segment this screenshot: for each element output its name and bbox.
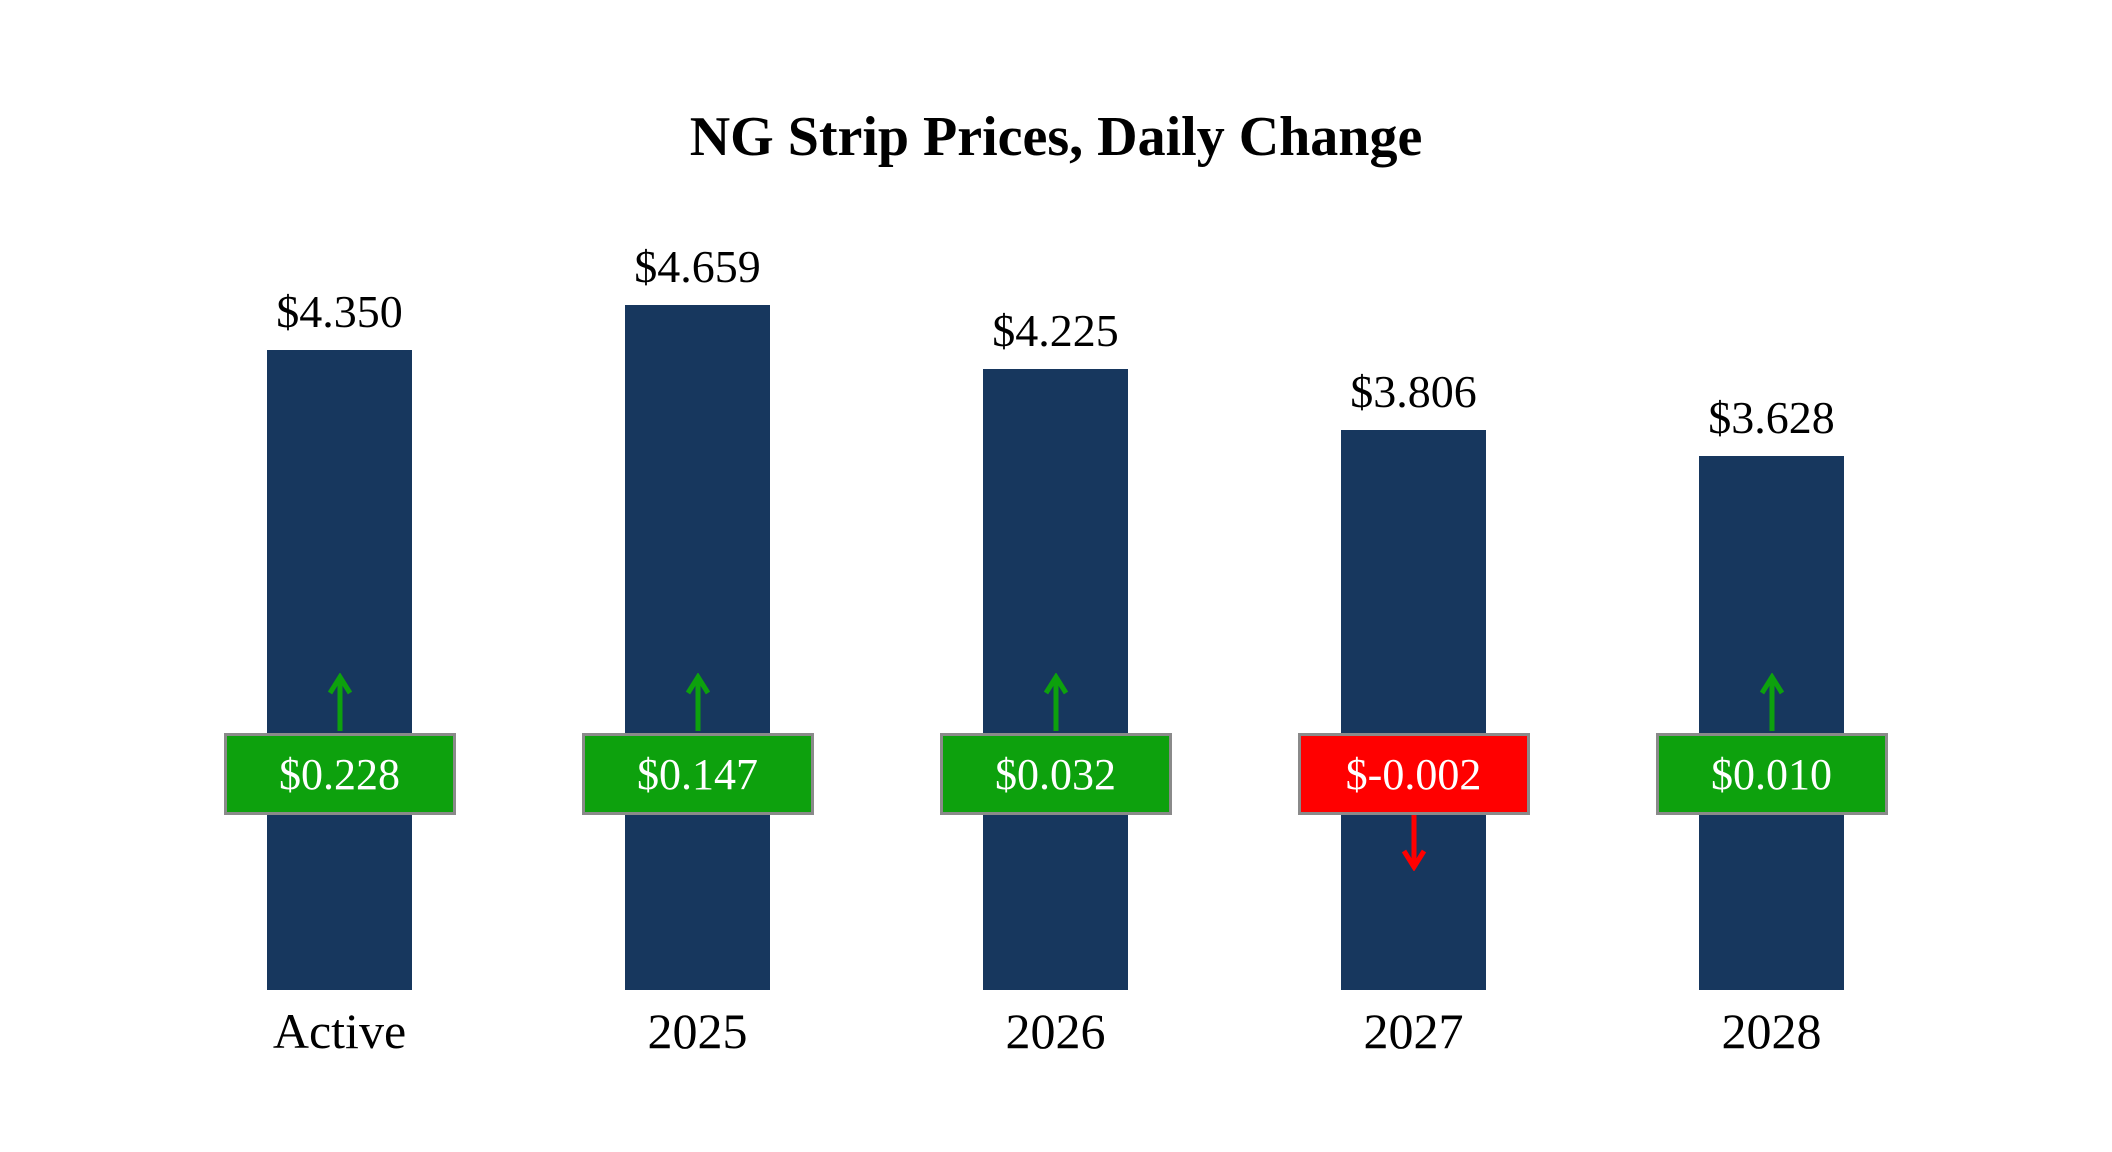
daily-change-badge: $-0.002 — [1297, 733, 1530, 815]
daily-change-badge: $0.010 — [1655, 733, 1888, 815]
daily-change-badge: $0.228 — [223, 733, 456, 815]
price-bar — [267, 350, 412, 990]
up-arrow-icon — [319, 672, 361, 733]
category-label: 2027 — [1363, 1003, 1464, 1059]
category-label: 2025 — [647, 1003, 748, 1059]
up-arrow-icon — [677, 672, 719, 733]
price-label: $4.225 — [992, 305, 1119, 356]
category-label: Active — [272, 1003, 407, 1059]
price-bar — [1341, 430, 1486, 990]
category-label: 2028 — [1721, 1003, 1822, 1059]
price-bar — [625, 305, 770, 990]
bar-chart-plot-area: $4.350 $0.228 Active $4.659 $0.147 2025 $4.225… — [223, 230, 1888, 1059]
up-arrow-icon — [1035, 672, 1077, 733]
chart-title: NG Strip Prices, Daily Change — [689, 106, 1423, 168]
price-label: $4.350 — [276, 286, 403, 337]
up-arrow-icon — [1751, 672, 1793, 733]
price-label: $4.659 — [634, 241, 761, 292]
price-label: $3.806 — [1350, 366, 1477, 417]
daily-change-badge: $0.147 — [581, 733, 814, 815]
down-arrow-icon — [1393, 811, 1435, 872]
price-label: $3.628 — [1708, 392, 1835, 443]
category-label: 2026 — [1005, 1003, 1106, 1059]
daily-change-badge: $0.032 — [939, 733, 1172, 815]
